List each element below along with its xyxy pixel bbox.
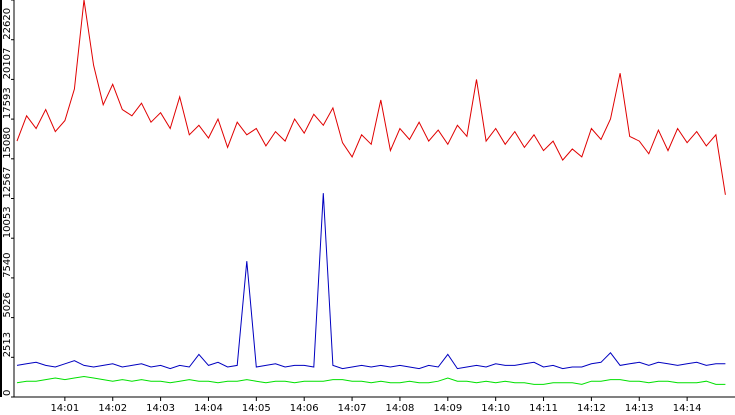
x-tick-label: 14:06 bbox=[290, 403, 319, 414]
series-line bbox=[16, 193, 726, 370]
x-tick-label: 14:05 bbox=[242, 403, 271, 414]
y-tick-label: 17593 bbox=[2, 87, 13, 119]
y-tick-label: 10053 bbox=[2, 206, 13, 238]
x-tick-label: 14:07 bbox=[338, 403, 367, 414]
x-tick-label: 14:11 bbox=[529, 403, 558, 414]
left-strip bbox=[0, 0, 2, 397]
y-tick-label: 5026 bbox=[2, 292, 13, 317]
x-tick-label: 14:14 bbox=[673, 403, 702, 414]
y-tick-label: 2513 bbox=[2, 332, 13, 357]
x-tick-label: 14:04 bbox=[194, 403, 223, 414]
x-tick-label: 14:13 bbox=[625, 403, 654, 414]
x-tick-label: 14:03 bbox=[146, 403, 175, 414]
y-tick-label: 7540 bbox=[2, 252, 13, 277]
x-tick-label: 14:08 bbox=[386, 403, 415, 414]
x-tick-label: 14:12 bbox=[577, 403, 606, 414]
y-tick-label: 22620 bbox=[2, 8, 13, 40]
y-tick-label: 0 bbox=[2, 390, 13, 396]
series-line bbox=[16, 0, 726, 195]
x-tick-label: 14:10 bbox=[481, 403, 510, 414]
y-tick-label: 15080 bbox=[2, 127, 13, 159]
x-tick-label: 14:02 bbox=[98, 403, 127, 414]
series-line bbox=[16, 375, 726, 385]
y-tick-label: 12567 bbox=[2, 167, 13, 199]
x-tick-label: 14:09 bbox=[433, 403, 462, 414]
y-tick-label: 20107 bbox=[2, 48, 13, 80]
x-tick-label: 14:01 bbox=[50, 403, 79, 414]
